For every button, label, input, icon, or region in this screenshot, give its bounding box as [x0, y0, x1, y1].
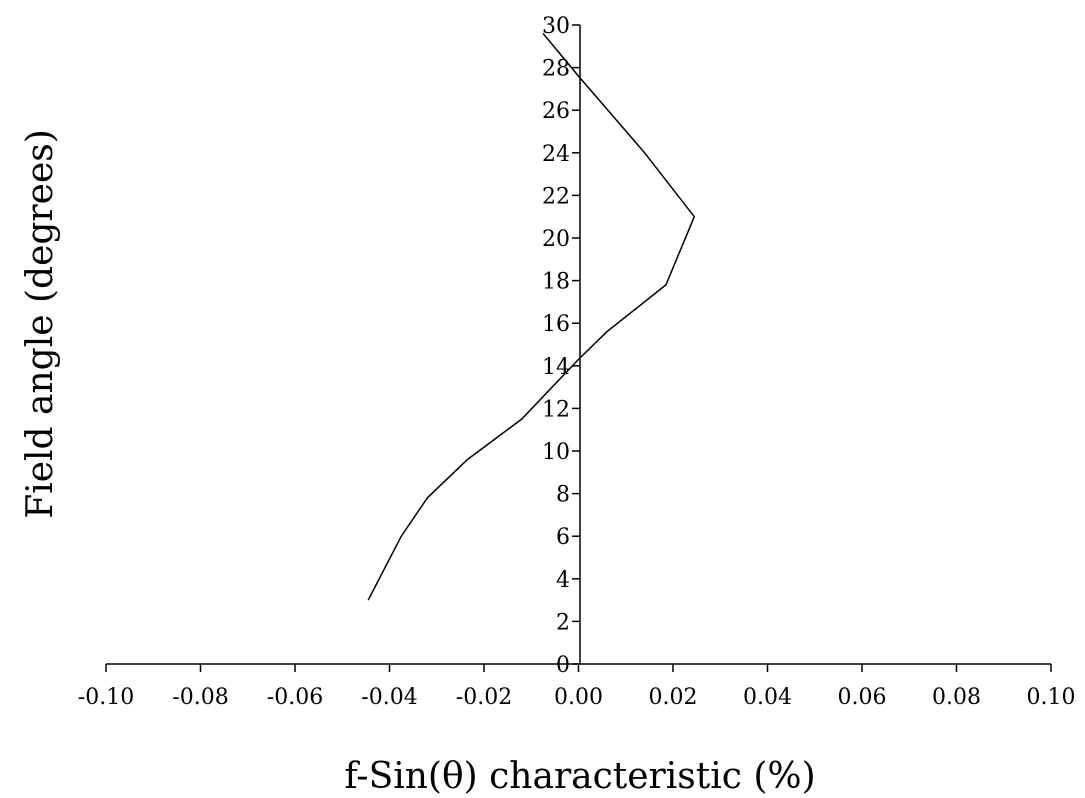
x-tick-label: -0.04 [361, 685, 417, 710]
x-tick-label: -0.02 [456, 685, 512, 710]
y-tick-label: 10 [542, 440, 570, 465]
y-tick-label: 24 [542, 142, 570, 167]
series-line [367, 33, 696, 601]
y-tick-label: 18 [542, 270, 570, 295]
x-tick-label: -0.10 [78, 685, 134, 710]
y-tick-label: 0 [556, 653, 570, 678]
y-tick-label: 6 [556, 525, 570, 550]
y-axis-title: Field angle (degrees) [20, 129, 61, 519]
y-tick-label: 16 [542, 312, 570, 337]
y-tick-label: 30 [542, 14, 570, 39]
y-tick-label: 22 [542, 184, 570, 209]
x-tick-label: -0.06 [267, 685, 323, 710]
x-tick-label: 0.00 [554, 685, 603, 710]
x-tick-label: -0.08 [172, 685, 228, 710]
x-tick-label: 0.08 [932, 685, 981, 710]
x-axis-title: f-Sin(θ) characteristic (%) [344, 756, 815, 797]
x-axis: -0.10 -0.08 -0.06 -0.04 -0.02 0.00 0.02 0.04 0.0… [78, 663, 1076, 710]
x-tick-label: 0.02 [649, 685, 698, 710]
y-tick-label: 8 [556, 483, 570, 508]
y-tick-label: 12 [542, 397, 570, 422]
x-tick-label: 0.10 [1027, 685, 1076, 710]
y-tick-label: 2 [556, 610, 570, 635]
y-tick-label: 26 [542, 99, 570, 124]
y-tick-label: 14 [542, 355, 570, 380]
y-tick-label: 20 [542, 227, 570, 252]
x-tick-label: 0.06 [838, 685, 887, 710]
series-layer [367, 33, 696, 601]
y-tick-label: 4 [556, 568, 570, 593]
x-tick-label: 0.04 [743, 685, 792, 710]
